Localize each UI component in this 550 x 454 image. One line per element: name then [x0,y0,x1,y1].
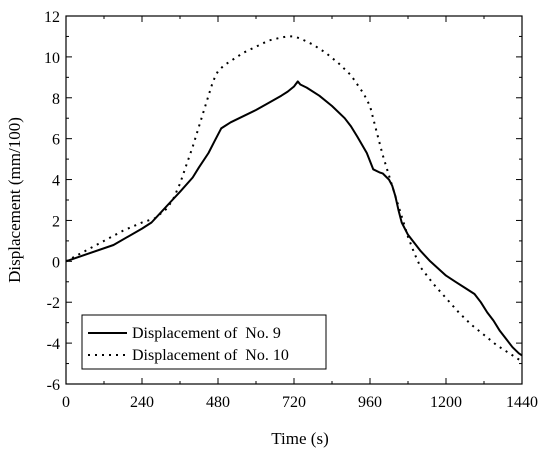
x-tick-label: 720 [282,394,306,411]
y-tick-label: 0 [52,254,60,271]
x-tick-label: 0 [62,394,70,411]
y-tick-label: 4 [52,173,60,190]
axis-tick-labels: 0 240 480 720 960 1200 1440 -6 -4 -2 0 2 4 6 8 10 12 [44,9,538,411]
y-tick-label: -2 [47,295,60,312]
y-axis-title: Displacement (mm/100) [5,117,24,283]
legend: Displacement of No. 9 Displacement of No… [81,314,327,370]
y-tick-label: 2 [52,213,60,230]
x-axis-title: Time (s) [271,429,328,448]
y-tick-label: -6 [47,377,60,394]
x-tick-label: 240 [130,394,154,411]
axis-ticks [65,15,523,385]
legend-label-no9: Displacement of No. 9 [132,325,281,342]
y-tick-label: 12 [44,9,60,26]
y-tick-label: 8 [52,91,60,108]
series-line-no9 [65,80,523,357]
x-tick-label: 960 [358,394,382,411]
x-tick-label: 1200 [430,394,462,411]
y-tick-label: -4 [47,336,60,353]
series-layer [65,35,523,363]
legend-box [81,314,327,370]
legend-label-no10: Displacement of No. 10 [132,347,289,364]
x-tick-label: 480 [206,394,230,411]
y-tick-label: 10 [44,50,60,67]
x-tick-label: 1440 [506,394,538,411]
y-tick-label: 6 [52,132,60,149]
